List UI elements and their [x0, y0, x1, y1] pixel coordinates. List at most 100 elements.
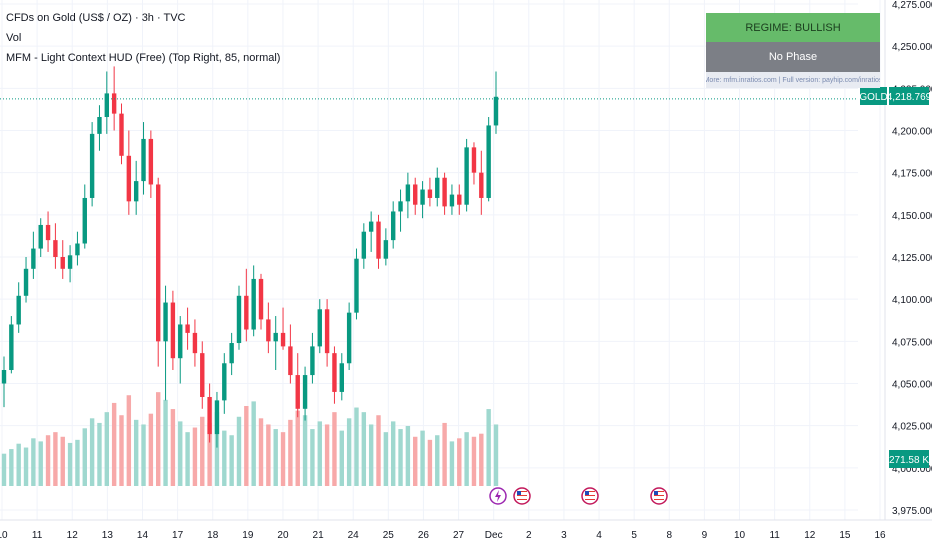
volume-bar [266, 424, 271, 486]
candle-body [163, 302, 168, 342]
x-tick-label: 16 [874, 530, 886, 541]
volume-bar [148, 413, 154, 486]
candle-body [413, 184, 418, 205]
volume-bar [332, 412, 337, 486]
candle-body [310, 346, 315, 376]
candle-body [111, 93, 117, 114]
y-tick-label: 4,250.000 [892, 42, 932, 53]
flag-stripe [654, 491, 664, 492]
volume-bar [420, 430, 425, 486]
x-tick-label: 17 [172, 530, 184, 541]
volume-bar [413, 436, 418, 486]
candle-body [288, 346, 293, 376]
volume-bar [126, 395, 132, 486]
volume-bar [258, 418, 264, 486]
candle-body [156, 184, 161, 342]
volume-bar [104, 412, 110, 486]
candle-body [324, 309, 330, 354]
y-tick-label: 4,275.000 [892, 0, 932, 11]
candle-body [16, 295, 21, 325]
candle-body [368, 221, 374, 232]
us-flag-icon[interactable] [650, 487, 668, 505]
volume-indicator-label[interactable]: Vol [6, 32, 22, 44]
volume-bar [244, 406, 249, 486]
volume-bar [170, 409, 176, 486]
volume-bar [493, 424, 499, 486]
flag-stripe [654, 495, 664, 496]
y-tick-label: 4,150.000 [892, 211, 932, 222]
volume-bar [38, 441, 43, 486]
phase-badge: No Phase [706, 42, 880, 72]
volume-bar [317, 421, 322, 486]
volume-bar [207, 422, 212, 486]
volume-bar [288, 419, 293, 486]
candle-body [457, 194, 462, 205]
y-tick-label: 3,975.000 [892, 506, 932, 517]
candle-body [53, 240, 58, 257]
candle-body [97, 117, 102, 134]
candle-body [200, 353, 205, 397]
x-tick-label: 2 [526, 530, 532, 541]
x-tick-label: 27 [453, 530, 465, 541]
volume-bar [398, 429, 403, 486]
volume-bar [339, 430, 344, 486]
x-tick-label: 14 [137, 530, 149, 541]
us-flag-icon[interactable] [581, 487, 599, 505]
chart-title[interactable]: CFDs on Gold (US$ / OZ) · 3h · TVC [6, 12, 186, 24]
lightning-icon[interactable] [489, 487, 507, 505]
x-tick-label: 26 [418, 530, 430, 541]
candle-body [67, 255, 73, 269]
candle-body [317, 309, 322, 347]
volume-bar [185, 432, 190, 486]
candle-body [9, 324, 14, 371]
volume-bar [435, 435, 440, 486]
candle-body [148, 138, 154, 185]
candle-body [464, 147, 469, 205]
volume-bar [251, 401, 256, 486]
flag-stripe [585, 493, 595, 494]
event-icons[interactable] [489, 487, 668, 505]
volume-bar [346, 418, 352, 486]
price-axis[interactable]: 4,275.0004,250.0004,225.0004,200.0004,17… [884, 0, 932, 520]
candle-body [104, 93, 110, 118]
x-tick-label: 25 [383, 530, 395, 541]
candle-body [302, 375, 308, 409]
candle-body [486, 125, 491, 198]
time-axis[interactable]: 10 11 12 13 14 17 18 19 20 21 24 25 26 27 Dec 2 3 4 5 8 9 10 1… [0, 519, 932, 541]
x-tick-label: 13 [102, 530, 114, 541]
volume-bar [376, 415, 381, 486]
x-tick-label: 15 [839, 530, 851, 541]
volume-bar [222, 430, 227, 486]
volume-bar [23, 447, 29, 486]
volume-bar [75, 439, 80, 486]
volume-bar [302, 415, 308, 486]
x-tick-label: 5 [631, 530, 637, 541]
volume-bar [479, 433, 484, 486]
volume-bar [53, 432, 58, 486]
last-volume-text: 271.58 K [889, 455, 929, 466]
x-tick-label: 10 [734, 530, 746, 541]
x-tick-label: 18 [207, 530, 219, 541]
y-tick-label: 4,000.000 [892, 464, 932, 475]
us-flag-icon[interactable] [513, 487, 531, 505]
volume-bar [273, 429, 278, 486]
volume-bar [368, 424, 374, 486]
candle-body [133, 181, 139, 202]
candle-body [82, 197, 87, 244]
x-tick-label: Dec [485, 530, 503, 541]
candle-body [222, 363, 227, 401]
volume-bar [200, 416, 205, 486]
candle-body [442, 177, 447, 207]
indicator-label[interactable]: MFM - Light Context HUD (Free) (Top Righ… [6, 52, 281, 64]
x-tick-label: 12 [67, 530, 79, 541]
last-volume-tag [889, 450, 929, 468]
candle-body [75, 243, 80, 256]
volume-bar [464, 432, 469, 486]
candle-body [332, 353, 337, 392]
regime-badge: REGIME: BULLISH [706, 13, 880, 42]
volume-bar [457, 438, 462, 486]
candle-body [346, 312, 352, 364]
candle-body [295, 375, 300, 409]
volume-bar [354, 407, 359, 486]
